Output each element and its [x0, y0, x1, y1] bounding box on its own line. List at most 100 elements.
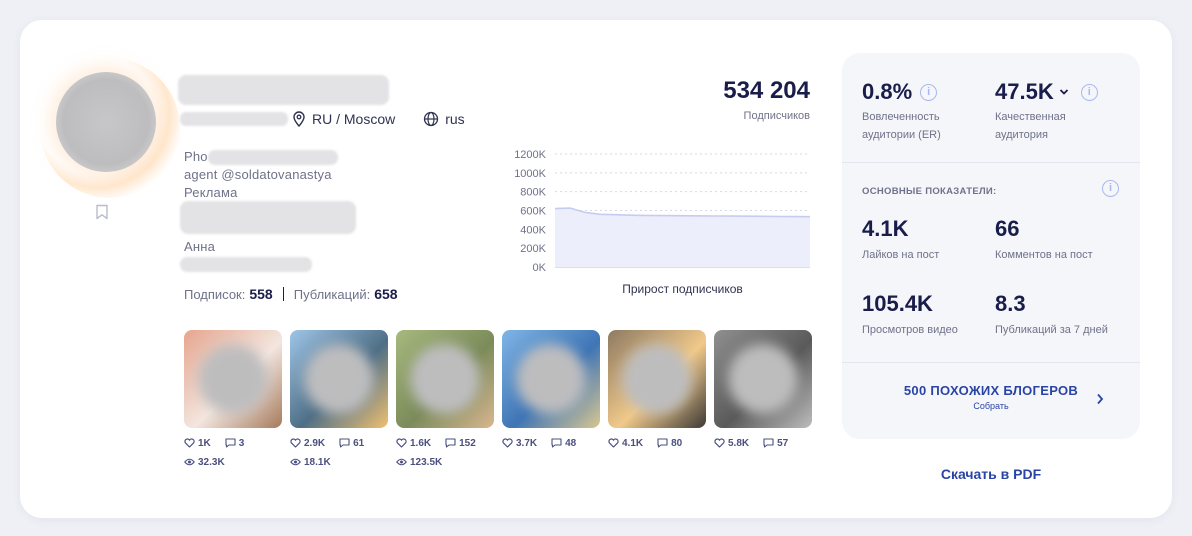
comment-icon: [339, 438, 350, 448]
post-thumbnail[interactable]: [608, 330, 706, 428]
post-thumbnail[interactable]: [184, 330, 282, 428]
posts-label: Публикаций:: [293, 286, 371, 302]
info-icon[interactable]: i: [920, 83, 938, 101]
heart-icon: [714, 438, 725, 448]
bio-line-1: Pho: [184, 149, 208, 164]
post-card[interactable]: 1K 3 32.3K: [184, 330, 282, 468]
er-label-2: аудитории (ER): [862, 129, 941, 141]
series-line: [554, 207, 811, 218]
post-views-value: 32.3K: [198, 456, 225, 468]
info-icon[interactable]: i: [1102, 180, 1119, 197]
following-label: Подписок:: [184, 286, 246, 302]
comments-metric: 66 Комментов на пост: [995, 216, 1093, 264]
thumbnail-blur: [622, 344, 692, 414]
post-stats: 5.8K 57: [714, 437, 812, 449]
similar-bloggers-title: 500 ПОХОЖИХ БЛОГЕРОВ: [903, 383, 1079, 398]
y-tick-label: 600K: [520, 206, 546, 218]
likes-value: 4.1K: [862, 216, 909, 241]
post-grid: 1K 3 32.3K 2.9K 61 18.1K 1.6K 152 123.5K 3.7K 48 4.…: [184, 330, 812, 468]
y-tick-label: 400K: [520, 224, 546, 236]
similar-bloggers-button[interactable]: 500 ПОХОЖИХ БЛОГЕРОВ Собрать: [842, 383, 1140, 411]
y-tick-label: 200K: [520, 243, 546, 255]
counts-divider: [282, 287, 284, 301]
subscribers-value: 534 204: [723, 77, 810, 104]
post-thumbnail[interactable]: [502, 330, 600, 428]
post-comments: 3: [238, 437, 245, 449]
profile-username-redacted[interactable]: [180, 112, 288, 126]
post-likes: 2.9K: [304, 437, 326, 449]
post-likes: 3.7K: [516, 437, 538, 449]
post-card[interactable]: 4.1K 80: [608, 330, 706, 468]
post-stats: 4.1K 80: [608, 437, 706, 449]
post-views: 32.3K: [184, 456, 282, 468]
comments-label: Комментов на пост: [995, 249, 1093, 261]
series-area: [555, 208, 810, 267]
post-views-value: 18.1K: [304, 456, 331, 468]
comment-icon: [551, 438, 562, 448]
er-metric: 0.8% i Вовлеченность аудитории (ER): [862, 79, 941, 144]
video-value: 105.4K: [862, 291, 933, 316]
comment-icon: [445, 438, 456, 448]
publications-label: Публикаций за 7 дней: [995, 324, 1108, 336]
post-thumbnail[interactable]: [290, 330, 388, 428]
metrics-panel: 0.8% i Вовлеченность аудитории (ER) 47.5…: [842, 53, 1140, 439]
subscriber-growth-chart: 1200K 1000K 800K 600K 400K 200K 0K: [514, 149, 811, 274]
post-views-value: 123.5K: [410, 456, 443, 468]
post-thumbnail[interactable]: [396, 330, 494, 428]
eye-icon: [290, 458, 301, 466]
publications-metric: 8.3 Публикаций за 7 дней: [995, 291, 1108, 339]
chevron-down-icon[interactable]: [1059, 88, 1069, 96]
bio-redacted-3: [180, 257, 312, 272]
post-comments: 80: [671, 437, 683, 449]
post-card[interactable]: 3.7K 48: [502, 330, 600, 468]
profile-meta: RU / Moscow rus: [292, 111, 465, 127]
bookmark-icon[interactable]: [95, 204, 109, 220]
following-value: 558: [249, 286, 273, 302]
eye-icon: [184, 458, 195, 466]
post-thumbnail[interactable]: [714, 330, 812, 428]
avatar: [56, 72, 156, 172]
heart-icon: [184, 438, 195, 448]
er-label-1: Вовлеченность: [862, 111, 940, 123]
post-comments: 48: [565, 437, 577, 449]
post-stats: 1.6K 152: [396, 437, 494, 449]
comment-icon: [657, 438, 668, 448]
profile-counts: Подписок: 558 Публикаций: 658: [184, 286, 398, 302]
thumbnail-blur: [304, 344, 374, 414]
post-likes: 4.1K: [622, 437, 644, 449]
post-card[interactable]: 1.6K 152 123.5K: [396, 330, 494, 468]
video-metric: 105.4K Просмотров видео: [862, 291, 958, 339]
comment-icon: [225, 438, 236, 448]
post-stats: 3.7K 48: [502, 437, 600, 449]
thumbnail-blur: [198, 344, 268, 414]
post-card[interactable]: 2.9K 61 18.1K: [290, 330, 388, 468]
comments-value: 66: [995, 216, 1020, 241]
post-views: 123.5K: [396, 456, 494, 468]
subscribers-label: Подписчиков: [743, 110, 810, 122]
bio-redacted-2: [180, 201, 356, 234]
quality-audience-label-2: аудитория: [995, 129, 1048, 141]
thumbnail-blur: [728, 344, 798, 414]
post-card[interactable]: 5.8K 57: [714, 330, 812, 468]
profile-location: RU / Moscow: [312, 111, 396, 127]
y-tick-label: 0K: [533, 262, 547, 274]
heart-icon: [290, 438, 301, 448]
likes-label: Лайков на пост: [862, 249, 940, 261]
quality-audience-label-1: Качественная: [995, 111, 1066, 123]
panel-divider: [842, 362, 1140, 363]
er-value: 0.8%: [862, 79, 913, 104]
download-pdf-link[interactable]: Скачать в PDF: [940, 466, 1042, 482]
globe-icon: [424, 111, 439, 127]
thumbnail-blur: [410, 344, 480, 414]
location-pin-icon: [293, 111, 305, 127]
panel-divider: [842, 162, 1140, 163]
post-comments: 57: [777, 437, 789, 449]
eye-icon: [396, 458, 407, 466]
post-likes: 1K: [198, 437, 211, 449]
chart-title: Прирост подписчиков: [622, 282, 743, 296]
bio-line-5: Анна: [184, 239, 216, 254]
info-icon[interactable]: i: [1080, 83, 1098, 101]
posts-value: 658: [374, 286, 398, 302]
chevron-right-icon[interactable]: [1096, 393, 1104, 405]
post-likes: 1.6K: [410, 437, 432, 449]
